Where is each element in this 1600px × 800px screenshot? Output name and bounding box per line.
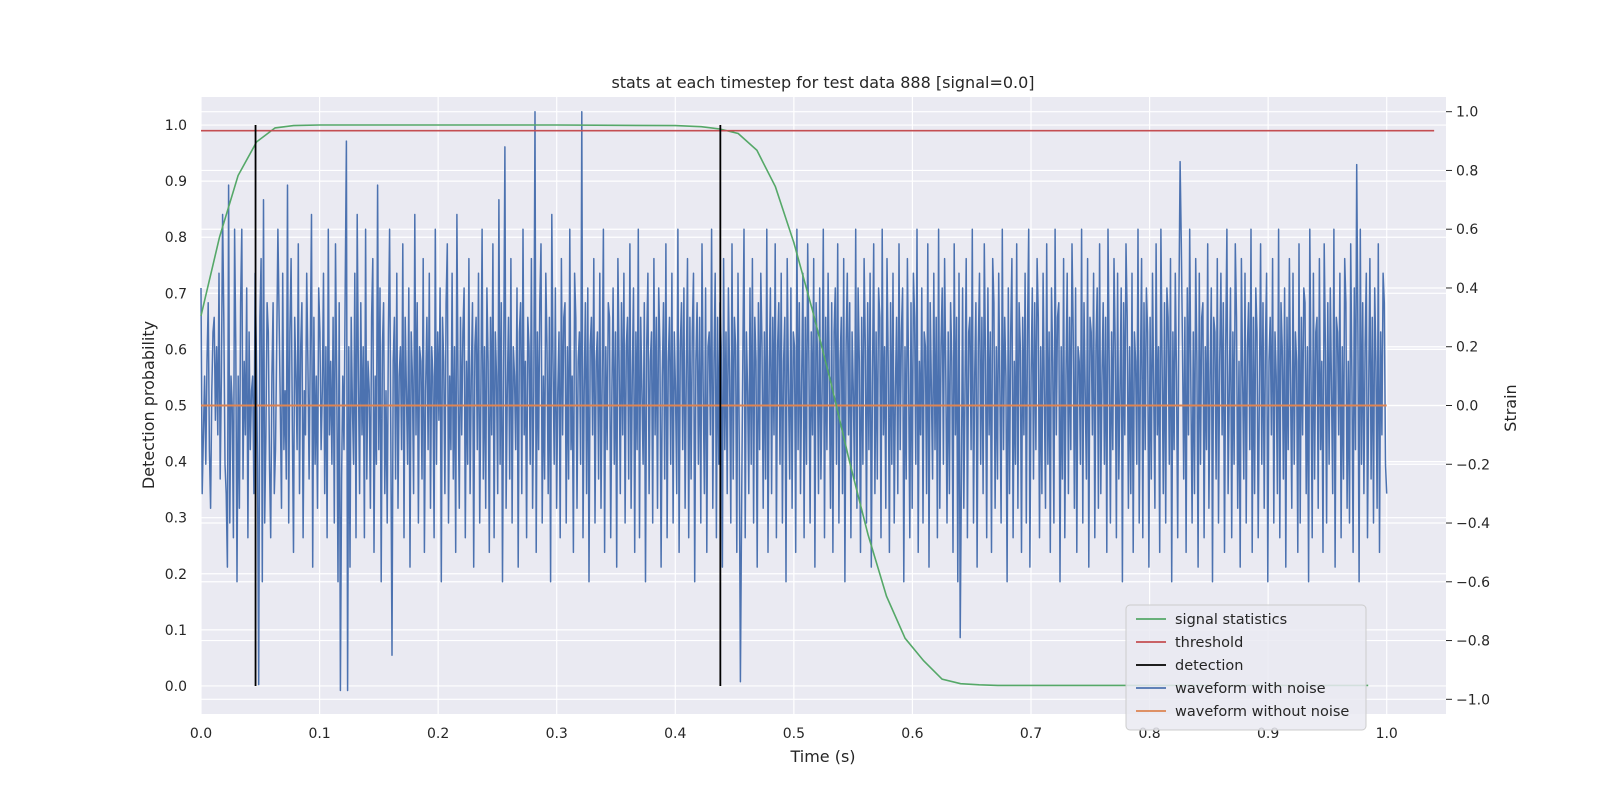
y-left-tick-label: 0.0 (165, 679, 187, 695)
y-right-tick-label: 0.8 (1456, 163, 1478, 179)
x-tick-label: 0.7 (1020, 726, 1042, 742)
y-left-tick-label: 1.0 (165, 118, 187, 134)
x-tick-label: 0.0 (190, 726, 212, 742)
series-waveform-with-noise (200, 110, 1388, 692)
y-axis-left-ticks: 0.0 0.1 0.2 0.3 0.4 0.5 0.6 0.7 0.8 0.9 1.0 (165, 118, 187, 695)
x-axis-label: Time (s) (789, 747, 855, 766)
y-right-tick-label: −0.2 (1456, 457, 1490, 473)
legend-label: detection (1175, 658, 1243, 674)
y-axis-right-ticks: −1.0 −0.8 −0.6 −0.4 −0.2 0.0 0.2 0.4 0.6 0.8 1.0 (1446, 105, 1490, 708)
plot-series (200, 110, 1435, 692)
legend-label: threshold (1175, 635, 1243, 651)
legend: signal statistics threshold detection wavef… (1125, 604, 1367, 731)
x-tick-label: 0.5 (783, 726, 805, 742)
legend-label: waveform with noise (1175, 681, 1326, 697)
y-right-tick-label: 0.6 (1456, 222, 1478, 238)
y-right-tick-label: −0.8 (1456, 634, 1490, 650)
y-right-tick-label: 1.0 (1456, 105, 1478, 121)
y-right-tick-label: −0.6 (1456, 575, 1490, 591)
legend-frame (1125, 604, 1367, 731)
y-right-tick-label: 0.4 (1456, 281, 1478, 297)
x-tick-label: 0.2 (427, 726, 449, 742)
chart-title: stats at each timestep for test data 888… (611, 73, 1034, 92)
y-left-tick-label: 0.9 (165, 174, 187, 190)
x-tick-label: 0.3 (546, 726, 568, 742)
y-left-tick-label: 0.3 (165, 511, 187, 527)
y-left-tick-label: 0.6 (165, 342, 187, 358)
y-left-tick-label: 0.2 (165, 567, 187, 583)
y-right-tick-label: 0.2 (1456, 340, 1478, 356)
y-right-tick-label: 0.0 (1456, 399, 1478, 415)
x-tick-label: 0.6 (901, 726, 923, 742)
y-left-tick-label: 0.4 (165, 455, 187, 471)
y-right-tick-label: −1.0 (1456, 692, 1490, 708)
x-tick-label: 1.0 (1376, 726, 1398, 742)
y-axis-right-label: Strain (1501, 384, 1520, 431)
legend-label: waveform without noise (1175, 704, 1349, 720)
x-tick-label: 0.1 (308, 726, 330, 742)
y-axis-left-label: Detection probability (139, 321, 158, 489)
y-left-tick-label: 0.8 (165, 230, 187, 246)
y-left-tick-label: 0.7 (165, 286, 187, 302)
legend-label: signal statistics (1175, 612, 1287, 628)
x-tick-label: 0.4 (664, 726, 686, 742)
y-right-tick-label: −0.4 (1456, 516, 1490, 532)
y-left-tick-label: 0.1 (165, 623, 187, 639)
series-signal-statistics (200, 124, 1369, 687)
y-left-tick-label: 0.5 (165, 399, 187, 415)
